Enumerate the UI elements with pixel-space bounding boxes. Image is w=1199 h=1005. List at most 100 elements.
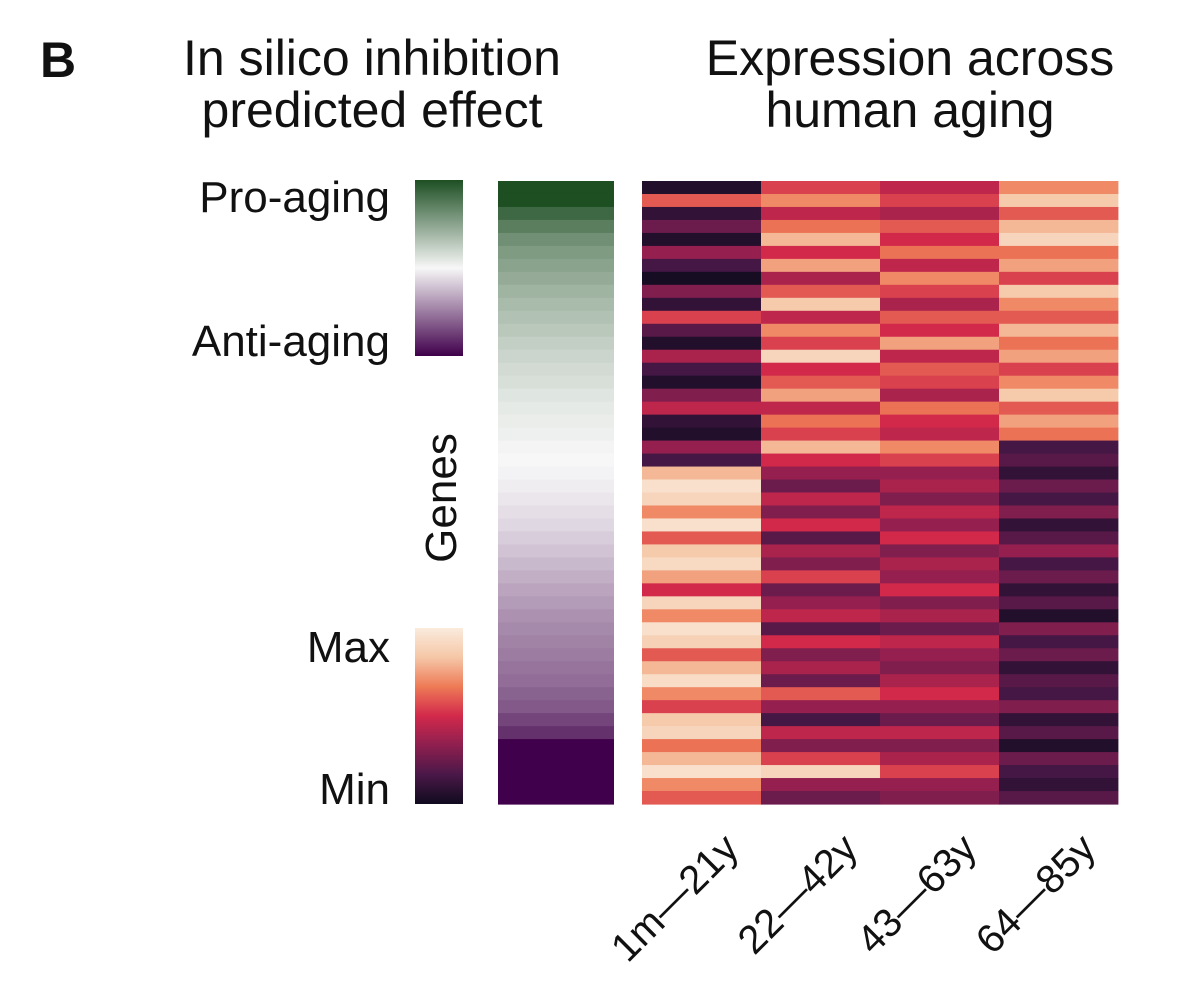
heatmap-cell [642, 765, 762, 779]
sidebar-cell [498, 687, 614, 701]
heatmap-cell [880, 674, 1000, 688]
heatmap-cell [761, 297, 881, 312]
heatmap-cell [880, 791, 1000, 805]
heatmap-cell [880, 531, 1000, 546]
heatmap-cell [761, 375, 881, 390]
heatmap-cell [761, 739, 881, 753]
heatmap-cell [880, 271, 1000, 286]
heatmap-cell [761, 232, 881, 247]
sidebar-cell [498, 544, 614, 558]
heatmap-cell [761, 518, 881, 533]
heatmap-cell [761, 570, 881, 584]
heatmap-cell [999, 635, 1119, 649]
heatmap-cell [761, 479, 881, 494]
heatmap-cell [880, 245, 1000, 260]
heatmap-cell [999, 544, 1119, 558]
heatmap-cell [999, 219, 1119, 234]
heatmap-cell [999, 479, 1119, 494]
heatmap-cell [761, 726, 881, 740]
heatmap-cell [880, 284, 1000, 299]
heatmap-cell [761, 492, 881, 507]
heatmap-cell [642, 245, 762, 260]
heatmap-cell [880, 557, 1000, 571]
heatmap-cell [761, 791, 881, 805]
sidebar-cell [498, 635, 614, 649]
heatmap-cell [642, 401, 762, 416]
heatmap-cell [642, 700, 762, 714]
sidebar-cell [498, 310, 614, 325]
heatmap-cell [880, 752, 1000, 766]
heatmap-cell [999, 245, 1119, 260]
heatmap-cell [761, 440, 881, 455]
heatmap-cell [761, 453, 881, 468]
heatmap-cell [999, 726, 1119, 740]
heatmap-cell [999, 323, 1119, 338]
heatmap-cell [761, 583, 881, 597]
sidebar-cell [498, 427, 614, 442]
sidebar-cell [498, 765, 614, 779]
heatmap-cell [880, 687, 1000, 701]
heatmap-cell [642, 362, 762, 377]
sidebar-cell [498, 713, 614, 727]
sidebar-cell [498, 752, 614, 766]
heatmap-cell [642, 349, 762, 364]
effect-sidebar [498, 181, 614, 805]
heatmap-cell [999, 505, 1119, 520]
sidebar-cell [498, 206, 614, 221]
heatmap-cell [999, 518, 1119, 533]
min-label: Min [319, 765, 390, 814]
heatmap-cell [880, 219, 1000, 234]
heatmap-cell [999, 765, 1119, 779]
heatmap-cell [880, 505, 1000, 520]
heatmap-cell [642, 674, 762, 688]
heatmap-cell [642, 583, 762, 597]
heatmap-cell [761, 778, 881, 792]
heatmap-cell [999, 401, 1119, 416]
heatmap-cell [999, 531, 1119, 546]
heatmap-cell [642, 544, 762, 558]
sidebar-cell [498, 375, 614, 390]
sidebar-cell [498, 570, 614, 584]
sidebar-cell [498, 297, 614, 312]
heatmap-cell [642, 596, 762, 610]
heatmap-cell [642, 609, 762, 623]
heatmap-cell [880, 375, 1000, 390]
sidebar-cell [498, 245, 614, 260]
heatmap-cell [999, 596, 1119, 610]
heatmap-cell [999, 739, 1119, 753]
heatmap-cell [761, 765, 881, 779]
heatmap-cell [642, 297, 762, 312]
heatmap-cell [761, 622, 881, 636]
sidebar-cell [498, 596, 614, 610]
heatmap-cell [999, 297, 1119, 312]
heatmap-cell [999, 284, 1119, 299]
heatmap-cell [642, 739, 762, 753]
heatmap-cell [761, 336, 881, 351]
pro-aging-label: Pro-aging [199, 173, 390, 222]
sidebar-cell [498, 583, 614, 597]
sidebar-cell [498, 466, 614, 481]
heatmap-cell [642, 193, 762, 208]
heatmap-cell [642, 258, 762, 273]
sidebar-cell [498, 414, 614, 429]
sidebar-cell [498, 388, 614, 403]
heatmap-cell [642, 505, 762, 520]
anti-aging-label: Anti-aging [191, 317, 390, 366]
heatmap-cell [880, 713, 1000, 727]
effect-colorbar [415, 180, 463, 356]
sidebar-cell [498, 258, 614, 273]
heatmap-cell [999, 570, 1119, 584]
sidebar-cell [498, 349, 614, 364]
heatmap-cell [761, 181, 881, 195]
heatmap-cell [761, 271, 881, 286]
heatmap-cell [999, 700, 1119, 714]
heatmap-cell [999, 258, 1119, 273]
heatmap-cell [761, 557, 881, 571]
heatmap-cell [761, 323, 881, 338]
effect-title-line-2: predicted effect [201, 82, 543, 138]
heatmap-cell [642, 687, 762, 701]
heatmap-cell [999, 492, 1119, 507]
heatmap-cell [999, 622, 1119, 636]
heatmap-cell [642, 453, 762, 468]
heatmap-cell [880, 648, 1000, 662]
